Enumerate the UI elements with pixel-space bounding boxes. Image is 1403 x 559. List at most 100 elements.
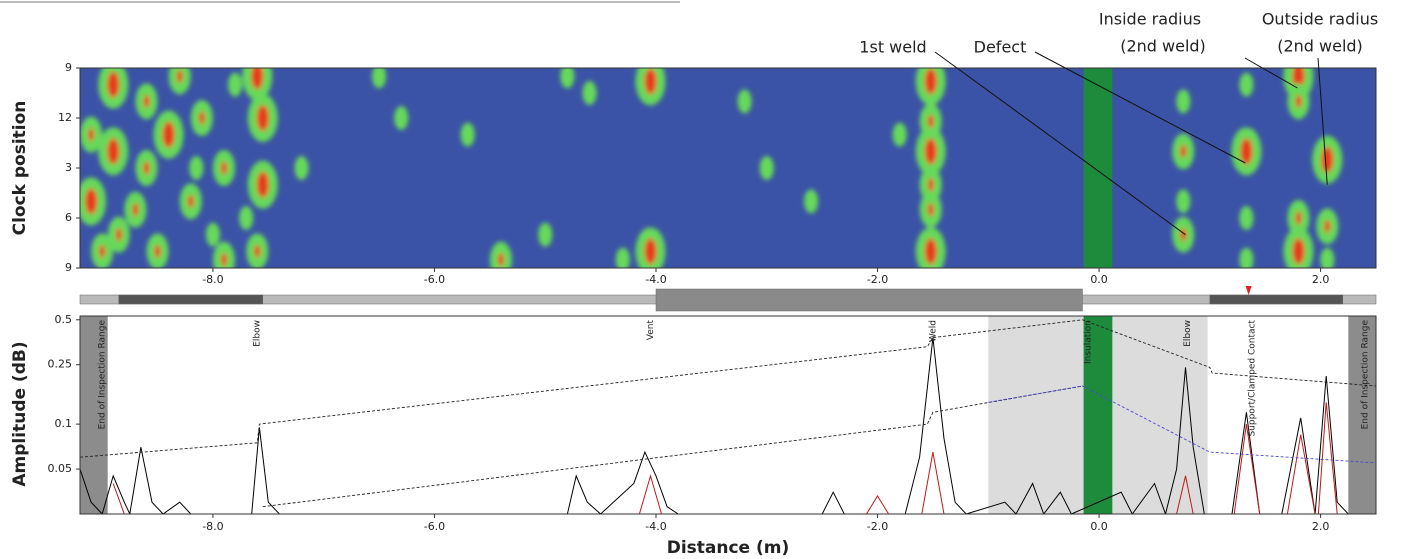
spot: [582, 81, 597, 105]
spot: [80, 116, 103, 153]
track-segment: [655, 288, 1083, 312]
spot: [1239, 247, 1254, 268]
spot: [1287, 200, 1310, 236]
annotation-leader: [1244, 57, 1298, 89]
spot-halo: [1239, 72, 1254, 97]
spot-core: [1292, 68, 1305, 90]
spot-core: [924, 68, 937, 95]
spot: [107, 216, 130, 253]
annotation: Defect: [974, 38, 1027, 57]
spot: [915, 68, 946, 106]
y-axis-title: Clock position: [10, 101, 30, 236]
feature-label: Elbow: [1183, 320, 1193, 347]
spot: [460, 122, 475, 147]
series-line: [80, 319, 1376, 458]
spot: [892, 122, 907, 147]
spot: [124, 191, 147, 228]
spot-core: [924, 238, 937, 265]
overlay: 9 12 3 6 9 -8.0 -6.0 -4.0 -2.0 0.0 2.0 1st weld Defe…: [48, 10, 1379, 534]
x-tick-label: 2.0: [1312, 273, 1330, 286]
x-tick-label: -8.0: [202, 520, 223, 533]
x-tick-label: -6.0: [424, 520, 445, 533]
spot-halo: [294, 156, 309, 180]
spot: [804, 189, 819, 214]
spot: [1320, 247, 1335, 268]
spot-core: [107, 71, 120, 98]
spot: [538, 222, 553, 247]
spot-halo: [759, 156, 774, 180]
spot-halo: [372, 68, 387, 89]
plot-frame: [79, 315, 1377, 515]
spot-core: [1321, 146, 1334, 173]
feature-label: Insulation: [1084, 320, 1094, 364]
spot-core: [107, 138, 120, 165]
spot-core: [143, 94, 150, 108]
spot: [1316, 208, 1339, 245]
region: [988, 316, 1084, 514]
spot: [294, 156, 309, 180]
series-line: [988, 385, 1376, 464]
spot: [189, 156, 204, 180]
heatmap-area: [80, 68, 1376, 268]
spot-core: [1295, 211, 1302, 225]
spot-core: [154, 244, 161, 258]
spot-halo: [804, 189, 819, 214]
y-tick-label: 9: [65, 261, 72, 274]
spot-core: [1295, 94, 1302, 108]
spot: [247, 94, 278, 142]
spot: [615, 247, 630, 268]
feature-label: Weld: [928, 320, 938, 342]
feature-label: Elbow: [253, 320, 263, 347]
spot-core: [85, 188, 98, 215]
spot-core: [927, 178, 934, 192]
spot: [635, 227, 666, 268]
spots: [80, 68, 1343, 268]
spot: [213, 241, 235, 268]
spot: [98, 127, 129, 176]
y-tick-label: 0.5: [55, 313, 73, 326]
spot-halo: [1176, 89, 1191, 114]
spot: [168, 68, 191, 95]
annotation-leader: [1317, 57, 1328, 185]
spot: [1176, 89, 1191, 114]
spot: [91, 233, 114, 268]
spot-core: [221, 253, 227, 267]
spot-halo: [615, 247, 630, 268]
spot-core: [644, 238, 657, 265]
spot: [135, 150, 158, 186]
y-tick-label: 9: [65, 61, 72, 74]
feature-label: Support/Clamped Contact: [1247, 320, 1257, 437]
spot: [919, 166, 942, 203]
spot: [146, 233, 169, 268]
spot: [1231, 127, 1262, 176]
spot-halo: [560, 68, 575, 89]
spot-core: [99, 244, 106, 258]
spot-core: [1180, 144, 1187, 158]
x-tick-label: 2.0: [1312, 520, 1330, 533]
spot: [98, 68, 129, 109]
region: [1348, 316, 1376, 514]
region: [1083, 316, 1113, 514]
band: [1083, 68, 1113, 268]
x-axis-title: Distance (m): [667, 538, 790, 558]
spot-core: [927, 114, 934, 128]
spot-halo: [460, 122, 475, 147]
spot: [1283, 227, 1314, 268]
spot: [915, 127, 946, 176]
spot: [239, 206, 254, 230]
x-tick-label: 0.0: [1090, 520, 1108, 533]
spot-core: [924, 138, 937, 165]
annotation: Outside radius: [1262, 10, 1378, 29]
x-tick-label: -4.0: [645, 520, 666, 533]
spot-core: [254, 244, 261, 258]
spot: [1172, 133, 1195, 170]
y-tick-label: 3: [65, 161, 72, 174]
annotation: (2nd weld): [1120, 37, 1206, 56]
spot: [372, 68, 387, 89]
spot-halo: [228, 72, 243, 97]
spot: [915, 227, 946, 268]
spot: [489, 241, 512, 268]
spot-core: [256, 171, 269, 198]
x-tick-label: -6.0: [424, 273, 445, 286]
